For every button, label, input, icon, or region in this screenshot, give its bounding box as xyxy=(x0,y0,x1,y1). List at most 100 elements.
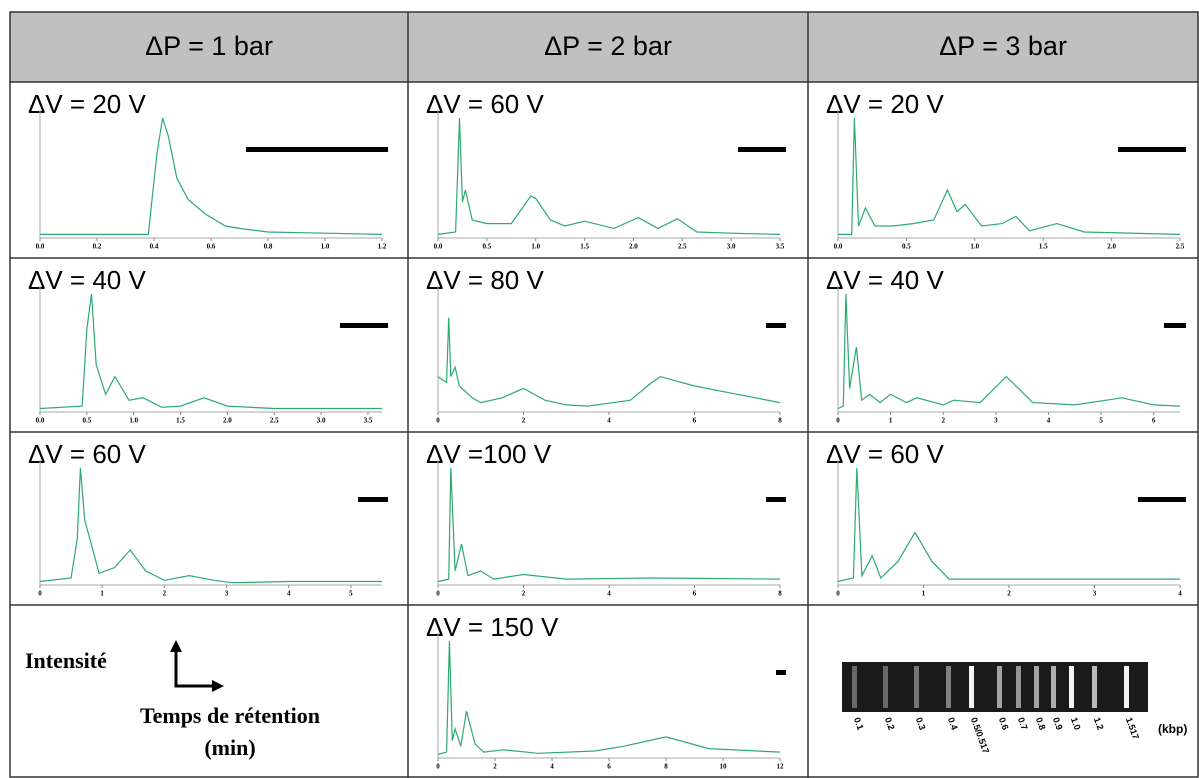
scale-bar xyxy=(738,147,786,152)
x-tick-label: 2.0 xyxy=(629,243,638,251)
x-tick-label: 2 xyxy=(522,417,526,425)
panel-title: ΔV = 150 V xyxy=(426,612,559,642)
legend-arrows xyxy=(170,640,224,692)
scale-bar xyxy=(1118,147,1186,152)
panel-title: ΔV = 60 V xyxy=(28,439,146,469)
x-tick-label: 3 xyxy=(1093,590,1097,598)
gel-lane-label: 1.0 xyxy=(1069,716,1083,731)
legend-y-label: Intensité xyxy=(25,648,107,673)
x-tick-label: 3.5 xyxy=(364,417,373,425)
x-tick-label: 2.5 xyxy=(270,417,279,425)
x-tick-label: 2.5 xyxy=(678,243,687,251)
x-tick-label: 0.0 xyxy=(434,243,443,251)
x-tick-label: 0.0 xyxy=(36,243,45,251)
gel-band xyxy=(1124,666,1129,708)
trace xyxy=(39,293,382,410)
x-tick-label: 4 xyxy=(1178,590,1182,598)
gel-band xyxy=(1051,666,1056,708)
x-tick-label: 3.5 xyxy=(776,243,785,251)
x-tick-label: 0 xyxy=(436,417,440,425)
column-header: ΔP = 3 bar xyxy=(939,31,1067,61)
scale-bar xyxy=(340,323,388,328)
gel-lane-label: 0.2 xyxy=(883,716,897,731)
x-tick-label: 1.0 xyxy=(321,243,330,251)
x-tick-label: 2.0 xyxy=(1107,243,1116,251)
x-tick-label: 2 xyxy=(1007,590,1011,598)
gel-band xyxy=(1034,666,1039,708)
gel-lane-label: 0.7 xyxy=(1016,716,1030,731)
panel-title: ΔV = 20 V xyxy=(826,89,944,119)
x-tick-label: 6 xyxy=(693,590,697,598)
x-tick-label: 0 xyxy=(436,763,440,771)
x-tick-label: 3.0 xyxy=(727,243,736,251)
trace xyxy=(437,317,781,407)
x-tick-label: 2.5 xyxy=(1176,243,1185,251)
x-tick-label: 8 xyxy=(778,590,782,598)
gel-lane-label: 0.3 xyxy=(914,716,928,731)
x-tick-label: 0.0 xyxy=(36,417,45,425)
scale-bar xyxy=(1138,497,1186,502)
gel-band xyxy=(969,666,974,708)
column-header: ΔP = 1 bar xyxy=(145,31,273,61)
trace xyxy=(837,467,1180,583)
trace xyxy=(838,117,1181,235)
gel-lane-label: 0.4 xyxy=(946,716,960,731)
gel-band xyxy=(914,666,919,708)
x-tick-label: 5 xyxy=(349,590,353,598)
trace xyxy=(39,467,382,584)
x-tick-label: 2 xyxy=(493,763,497,771)
x-tick-label: 3 xyxy=(225,590,229,598)
x-tick-label: 1.0 xyxy=(531,243,540,251)
x-tick-label: 3.0 xyxy=(317,417,326,425)
panel-title: ΔV = 40 V xyxy=(28,265,146,295)
trace xyxy=(837,293,1181,410)
x-tick-label: 1.0 xyxy=(129,417,138,425)
x-tick-label: 2 xyxy=(941,417,945,425)
trace xyxy=(437,640,781,756)
x-tick-label: 6 xyxy=(1152,417,1156,425)
x-tick-label: 0 xyxy=(836,590,840,598)
gel-band xyxy=(946,666,951,708)
trace xyxy=(437,467,781,583)
gel-band xyxy=(1069,666,1074,708)
x-tick-label: 5 xyxy=(1099,417,1103,425)
x-tick-label: 1 xyxy=(100,590,104,598)
x-tick-label: 0.5 xyxy=(482,243,491,251)
gel-lane-label: 1.2 xyxy=(1092,716,1106,731)
panel-title: ΔV = 20 V xyxy=(28,89,146,119)
x-tick-label: 1.5 xyxy=(580,243,589,251)
panel-title: ΔV =100 V xyxy=(426,439,552,469)
gel-band xyxy=(883,666,888,708)
panel-title: ΔV = 80 V xyxy=(426,265,544,295)
header-row xyxy=(10,12,1198,82)
trace xyxy=(40,117,383,235)
x-tick-label: 0.2 xyxy=(93,243,102,251)
legend-x-unit: (min) xyxy=(204,735,255,760)
x-tick-label: 4 xyxy=(287,590,291,598)
x-tick-label: 6 xyxy=(607,763,611,771)
x-tick-label: 1 xyxy=(922,590,926,598)
x-tick-label: 8 xyxy=(778,417,782,425)
x-tick-label: 2 xyxy=(522,590,526,598)
scale-bar xyxy=(1164,323,1186,328)
legend-x-label: Temps de rétention xyxy=(140,703,320,728)
gel-lane-label: 0.8 xyxy=(1034,716,1048,731)
x-tick-label: 1 xyxy=(889,417,893,425)
gel-band xyxy=(1092,666,1097,708)
trace xyxy=(437,117,781,235)
scale-bar xyxy=(766,497,786,502)
gel-lane-label: 0.1 xyxy=(852,716,866,731)
x-tick-label: 10 xyxy=(720,763,728,771)
x-tick-label: 0.6 xyxy=(207,243,216,251)
panel-title: ΔV = 40 V xyxy=(826,265,944,295)
x-tick-label: 8 xyxy=(664,763,668,771)
x-tick-label: 0 xyxy=(38,590,42,598)
scale-bar xyxy=(358,497,388,502)
table-grid xyxy=(9,11,1199,778)
x-tick-label: 0.0 xyxy=(834,243,843,251)
x-tick-label: 4 xyxy=(607,590,611,598)
x-tick-label: 6 xyxy=(693,417,697,425)
gel-band xyxy=(997,666,1002,708)
panel-title: ΔV = 60 V xyxy=(426,89,544,119)
